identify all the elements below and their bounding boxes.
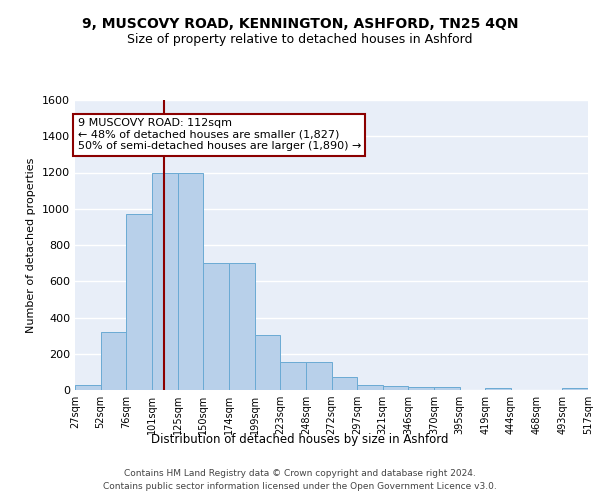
Bar	[127, 214, 152, 390]
Bar	[229, 263, 254, 390]
Bar	[75, 384, 101, 390]
Bar	[280, 362, 306, 390]
Text: Contains HM Land Registry data © Crown copyright and database right 2024.: Contains HM Land Registry data © Crown c…	[124, 468, 476, 477]
Bar	[331, 378, 357, 390]
Bar	[562, 388, 588, 390]
Bar	[434, 388, 460, 390]
Bar	[152, 174, 178, 390]
Bar	[383, 386, 409, 390]
Bar	[409, 388, 434, 390]
Y-axis label: Number of detached properties: Number of detached properties	[26, 158, 37, 332]
Bar	[485, 388, 511, 390]
Text: Size of property relative to detached houses in Ashford: Size of property relative to detached ho…	[127, 32, 473, 46]
Bar	[203, 263, 229, 390]
Text: Distribution of detached houses by size in Ashford: Distribution of detached houses by size …	[151, 432, 449, 446]
Bar	[254, 334, 280, 390]
Bar	[306, 362, 331, 390]
Text: Contains public sector information licensed under the Open Government Licence v3: Contains public sector information licen…	[103, 482, 497, 491]
Bar	[101, 332, 127, 390]
Text: 9 MUSCOVY ROAD: 112sqm
← 48% of detached houses are smaller (1,827)
50% of semi-: 9 MUSCOVY ROAD: 112sqm ← 48% of detached…	[77, 118, 361, 152]
Bar	[178, 174, 203, 390]
Text: 9, MUSCOVY ROAD, KENNINGTON, ASHFORD, TN25 4QN: 9, MUSCOVY ROAD, KENNINGTON, ASHFORD, TN…	[82, 18, 518, 32]
Bar	[357, 384, 383, 390]
